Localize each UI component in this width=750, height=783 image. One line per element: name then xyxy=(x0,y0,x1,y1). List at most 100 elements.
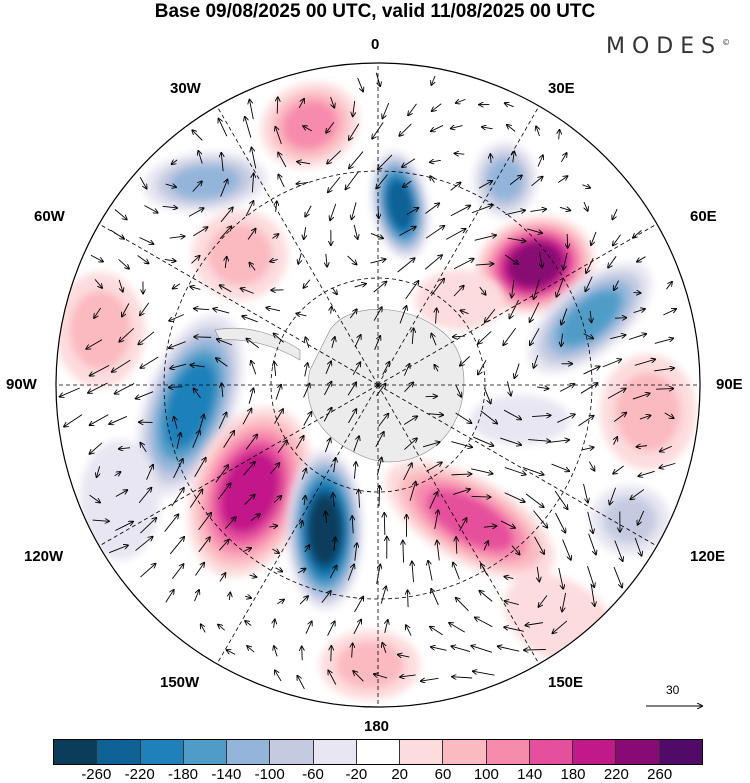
wind-arrow xyxy=(563,252,568,270)
wind-arrow xyxy=(522,466,544,474)
wind-arrow xyxy=(345,171,359,189)
wind-arrow xyxy=(382,362,390,375)
wind-arrow xyxy=(222,383,223,397)
wind-arrow xyxy=(562,539,571,559)
colorbar-swatch xyxy=(443,740,487,764)
meridian-line xyxy=(92,384,379,551)
wind-arrow xyxy=(273,496,281,503)
wind-arrow xyxy=(274,620,275,628)
wind-arrow xyxy=(347,255,357,265)
wind-arrow xyxy=(201,624,206,633)
wind-arrow xyxy=(219,119,228,137)
wind-arrow xyxy=(274,334,284,343)
wind-arrow xyxy=(140,443,147,453)
wind-arrow xyxy=(633,309,645,314)
wind-arrow xyxy=(666,282,672,290)
anomaly-contour xyxy=(308,494,342,566)
wind-arrow xyxy=(299,596,308,605)
graticule xyxy=(56,63,700,707)
colorbar-swatch xyxy=(573,740,617,764)
colorbar-swatch xyxy=(54,740,98,764)
wind-arrow xyxy=(404,438,417,450)
anomaly-contour xyxy=(615,372,681,452)
wind-arrow xyxy=(504,492,525,502)
colorbar-swatch xyxy=(400,740,444,764)
wind-arrow xyxy=(216,358,228,367)
wind-arrow xyxy=(242,316,258,323)
wind-arrow xyxy=(138,488,151,504)
wind-arrow xyxy=(304,227,306,239)
wind-arrow xyxy=(119,328,135,341)
wind-arrow xyxy=(94,307,102,318)
wind-arrow xyxy=(453,259,474,270)
wind-arrow xyxy=(330,96,335,108)
anomaly-contour xyxy=(470,395,570,445)
wind-arrow xyxy=(484,387,490,403)
wind-arrow xyxy=(558,567,563,589)
wind-arrow xyxy=(195,563,204,576)
colorbar-label: -60 xyxy=(302,766,324,783)
wind-arrow xyxy=(296,313,307,315)
colorbar-label: 180 xyxy=(560,766,586,783)
wind-arrow xyxy=(504,254,518,264)
wind-arrow xyxy=(451,646,471,652)
wind-arrow xyxy=(507,125,516,132)
wind-arrow xyxy=(429,492,438,509)
colorbar-swatch xyxy=(270,740,314,764)
wind-arrow xyxy=(119,448,131,449)
wind-arrow xyxy=(266,308,281,311)
wind-arrow xyxy=(567,234,568,248)
colorbar-swatch xyxy=(97,740,141,764)
wind-arrow xyxy=(94,279,102,288)
wind-arrow xyxy=(215,465,228,483)
wind-arrow xyxy=(198,513,212,531)
wind-arrow xyxy=(169,387,183,388)
colorbar-swatch xyxy=(529,740,574,764)
wind-arrow xyxy=(138,331,155,345)
colorbar-swatch xyxy=(356,740,401,764)
wind-arrow xyxy=(305,621,312,634)
wind-arrow xyxy=(327,621,335,636)
wind-arrow xyxy=(359,490,360,508)
wind-arrow xyxy=(136,391,154,399)
wind-arrow xyxy=(326,253,327,267)
wind-arrow xyxy=(503,327,517,345)
wind-arrow xyxy=(512,280,514,297)
lon-label-120e: 120E xyxy=(690,548,726,565)
wind-arrow xyxy=(251,361,257,375)
wind-arrow xyxy=(636,446,648,447)
wind-arrow xyxy=(614,280,620,291)
wind-arrow xyxy=(614,540,623,562)
wind-arrow xyxy=(274,409,283,424)
wind-arrow xyxy=(198,537,210,553)
wind-arrow xyxy=(278,153,287,168)
wind-arrow xyxy=(218,625,225,631)
wind-arrow xyxy=(219,573,226,582)
wind-arrow xyxy=(552,620,568,633)
wind-arrow xyxy=(275,568,282,572)
wind-arrow xyxy=(583,333,594,339)
wind-arrow xyxy=(591,231,597,245)
wind-arrow xyxy=(562,592,567,612)
anomaly-contour xyxy=(207,224,273,286)
wind-arrow xyxy=(450,206,470,217)
wind-arrow xyxy=(637,256,646,262)
wind-arrow xyxy=(382,643,386,653)
wind-arrow xyxy=(349,123,360,140)
lon-label-60e: 60E xyxy=(690,208,717,225)
wind-arrow xyxy=(460,310,469,313)
anomaly-contour xyxy=(80,440,160,560)
wind-arrow xyxy=(244,495,255,505)
colorbar-label: 60 xyxy=(434,766,452,783)
colorbar-swatch xyxy=(227,740,271,764)
wind-arrow xyxy=(110,229,124,239)
wind-arrow xyxy=(638,510,645,525)
wind-arrow xyxy=(399,227,415,236)
wind-arrow xyxy=(434,510,439,530)
wind-arrow xyxy=(434,365,438,372)
wind-arrow xyxy=(60,387,80,397)
wind-arrow xyxy=(213,309,230,314)
wind-arrow xyxy=(171,488,184,507)
wind-arrow xyxy=(376,458,381,476)
colorbar-label: 220 xyxy=(603,766,629,783)
